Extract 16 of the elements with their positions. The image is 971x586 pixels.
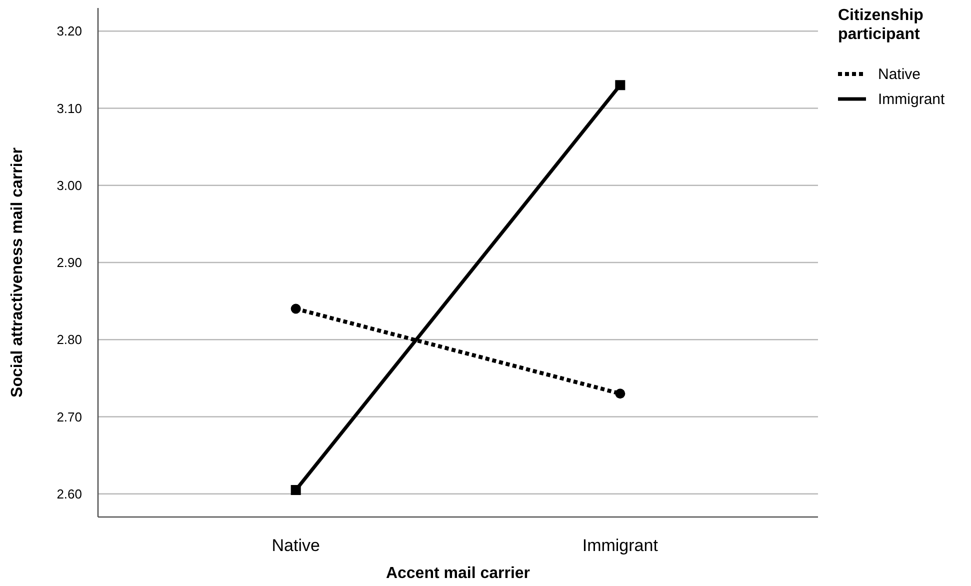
y-tick-label: 3.20 [56, 24, 82, 39]
legend-label: Immigrant [878, 91, 946, 108]
y-tick-label: 2.90 [56, 255, 82, 270]
point [290, 304, 301, 314]
point [615, 80, 626, 90]
y-tick-label: 2.80 [56, 332, 82, 348]
legend-label: Native [878, 66, 921, 83]
y-tick-label: 3.10 [56, 100, 82, 116]
legend-title: Citizenship participant [838, 7, 924, 43]
point [290, 485, 301, 496]
y-axis-title: Social attractiveness mail carrier [9, 148, 26, 398]
point [615, 388, 626, 399]
y-tick-label: 2.60 [56, 486, 82, 502]
y-tick-label: 2.70 [56, 409, 82, 424]
x-axis-title: Accent mail carrier [386, 565, 530, 582]
y-tick-label: 3.00 [56, 178, 82, 193]
